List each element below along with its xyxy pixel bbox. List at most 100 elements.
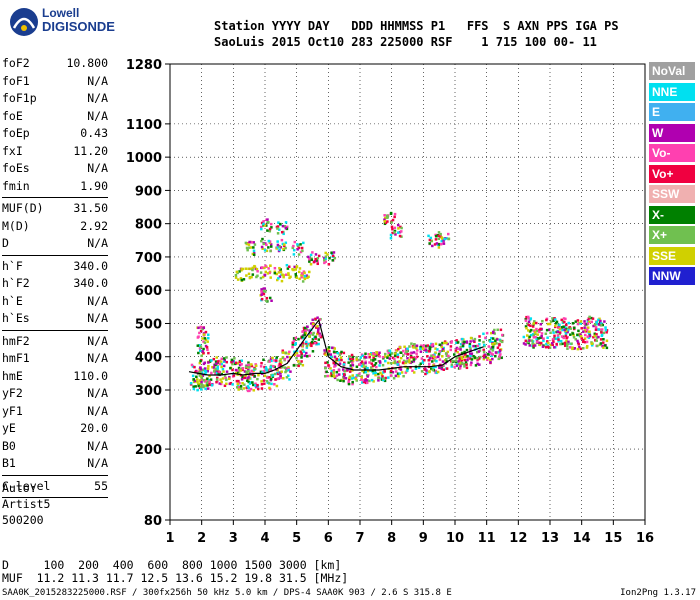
echo-point [202,351,205,355]
echo-point [476,356,479,360]
echo-point [300,275,303,279]
echo-point [592,335,595,339]
echo-point [359,356,363,359]
echo-point [201,337,204,340]
echo-point [374,371,377,375]
echo-point [437,237,441,241]
echo-point [563,325,567,329]
echo-point [341,368,345,371]
param-separator [2,254,108,256]
echo-point [210,359,213,362]
echo-point [295,349,299,353]
echo-point [394,352,397,356]
echo-point [603,344,607,347]
echo-point [383,218,386,221]
echo-point [364,360,367,364]
echo-point [204,387,207,391]
echo-point [306,355,309,358]
echo-point [478,339,481,342]
echo-point [262,220,265,223]
echo-point [482,348,485,352]
param-key: D [2,236,9,250]
echo-point [291,246,294,250]
echo-point [263,382,266,385]
echo-point [293,343,297,346]
echo-point [325,370,328,374]
echo-point [545,318,548,322]
param-key: foF2 [2,56,30,70]
echo-point [378,360,382,363]
echo-point [296,243,299,246]
echo-point [602,338,605,341]
echo-point [414,356,418,360]
echo-point [235,270,239,274]
echo-point [212,366,216,369]
echo-point [557,339,560,343]
echo-point [382,378,385,382]
echo-point [569,333,572,336]
echo-point [433,359,437,362]
echo-point [495,342,498,345]
echo-point [396,355,400,359]
echo-point [276,227,279,230]
echo-point [428,347,432,351]
echo-point [288,378,291,381]
echo-point [198,366,202,369]
echo-point [423,358,426,362]
echo-point [461,343,465,346]
echo-point [424,347,427,350]
echo-point [216,379,219,383]
echo-point [276,246,280,249]
echo-point [351,364,355,367]
echo-point [494,351,498,354]
echo-point [305,274,309,277]
echo-point [566,342,569,346]
param-row: foEs N/A [2,160,108,178]
echo-point [234,371,238,375]
echo-point [455,364,459,367]
echo-point [556,334,560,337]
echo-point [500,356,503,360]
x-tick-label: 13 [541,531,559,546]
echo-point [439,232,442,236]
echo-point [196,388,199,392]
echo-point [566,330,569,334]
echo-point [466,354,469,358]
echo-point [241,368,244,372]
echo-point [542,337,545,340]
echo-point [590,320,593,324]
echo-point [591,317,595,320]
echo-point [269,243,273,246]
echo-point [221,367,225,371]
echo-point [597,328,600,331]
echo-point [383,355,387,358]
echo-point [455,341,458,345]
echo-point [487,345,491,348]
echo-point [421,361,425,364]
echo-point [270,245,273,248]
echo-point [447,232,450,236]
echo-point [599,342,603,345]
echo-point [370,362,374,365]
echo-point [434,234,438,238]
echo-point [572,333,575,337]
echo-point [460,355,463,359]
echo-point [259,225,263,229]
echo-point [296,354,299,357]
echo-point [463,350,466,354]
echo-point [264,242,267,245]
echo-point [220,357,223,361]
echo-point [218,382,221,385]
echo-point [434,356,438,359]
echo-point [597,323,601,326]
echo-point [287,368,290,372]
echo-point [197,351,200,355]
echo-point [284,221,288,224]
echo-point [268,296,272,300]
echo-point [278,275,282,278]
echo-point [311,251,314,254]
echo-point [236,362,240,365]
echo-point [584,333,587,337]
echo-point [375,351,378,354]
echo-point [394,370,398,373]
